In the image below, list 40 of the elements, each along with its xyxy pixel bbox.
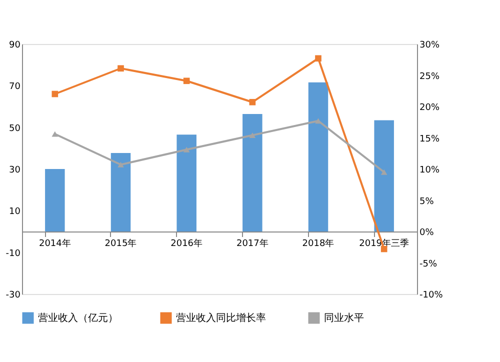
bar (176, 134, 196, 232)
y-tick-label: 90 (9, 40, 21, 50)
point (52, 131, 58, 137)
y2-tick-label: 0% (420, 228, 434, 238)
point (52, 90, 58, 98)
x-tick-label: 2018年 (302, 238, 334, 249)
point (249, 98, 256, 106)
y-tick-label: 70 (9, 82, 21, 92)
legend-label: 营业收入（亿元） (38, 312, 118, 324)
point (380, 169, 388, 175)
y-tick-label: 30 (9, 166, 21, 176)
y2-tick-label: 20% (420, 103, 440, 113)
bar (45, 169, 65, 232)
bar (110, 152, 131, 232)
x-tick-label: 2017年 (236, 238, 268, 249)
legend-label: 同业水平 (324, 312, 364, 324)
y-tick-label: 50 (9, 124, 21, 134)
point (183, 146, 190, 152)
x-tick-label: 2016年 (170, 238, 203, 249)
y2-tick-label: 25% (420, 72, 440, 82)
x-tick-label: 2014年 (38, 238, 71, 249)
legend-label: 营业收入同比增长率 (176, 312, 266, 324)
x-tick-label: 2015年 (104, 238, 137, 249)
y2-tick-label: 5% (420, 196, 434, 207)
y2-tick-label: -10% (420, 290, 444, 300)
y2-tick-label: -5% (420, 259, 438, 270)
y2-tick-label: 30% (420, 40, 440, 50)
y-tick-label: 10 (9, 207, 21, 218)
bar (374, 120, 394, 232)
point (118, 162, 124, 168)
point (183, 78, 190, 84)
y-tick-label: -10 (6, 248, 21, 259)
point (118, 65, 124, 72)
y-tick-label: -30 (6, 290, 21, 300)
y2-tick-label: 10% (420, 166, 440, 176)
bar (242, 114, 262, 232)
bar (308, 82, 328, 232)
y2-tick-label: 15% (420, 134, 440, 144)
point (315, 55, 322, 62)
point (249, 132, 256, 138)
